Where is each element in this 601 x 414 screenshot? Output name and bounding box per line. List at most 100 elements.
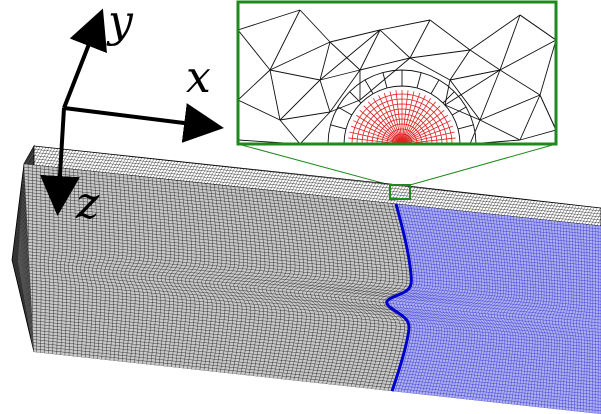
mesh-line	[395, 90, 403, 144]
mesh-line	[396, 206, 601, 230]
mesh-line	[24, 294, 408, 337]
mesh-line	[401, 114, 448, 144]
mesh-line	[410, 270, 601, 293]
mesh-line	[329, 99, 361, 113]
mesh-line	[410, 274, 601, 296]
mesh-line	[409, 264, 601, 286]
mesh-line	[401, 101, 436, 144]
mesh-line	[24, 226, 411, 269]
mesh-block	[11, 144, 601, 414]
mesh-line	[24, 307, 405, 349]
mesh-line	[469, 14, 521, 51]
mesh-line	[407, 289, 601, 311]
mesh-line	[593, 207, 601, 226]
mesh-line	[401, 120, 451, 144]
mesh-line	[269, 9, 301, 71]
mesh-line	[24, 254, 399, 296]
z-axis-arrow	[39, 107, 80, 216]
mesh-line	[24, 263, 387, 304]
mesh-line	[392, 297, 601, 321]
mesh-line	[24, 244, 411, 287]
mesh-line	[410, 283, 601, 305]
zoom-connector-lines	[237, 143, 557, 186]
mesh-line	[404, 317, 601, 340]
mesh-line	[24, 223, 410, 266]
mesh-line	[430, 79, 440, 94]
mesh-line	[409, 286, 601, 308]
mesh-line	[416, 72, 422, 89]
inset-fine-mesh	[348, 90, 456, 144]
mesh-line	[24, 170, 398, 211]
mesh-line	[24, 328, 399, 371]
mesh-line	[444, 69, 501, 106]
mesh-line	[24, 291, 409, 334]
mesh-line	[499, 39, 556, 71]
mesh-line	[407, 339, 601, 361]
mesh-line	[238, 69, 271, 101]
mesh-line	[24, 229, 411, 272]
y-axis-arrow	[62, 8, 107, 109]
mesh-line	[405, 239, 601, 261]
mesh-line	[383, 92, 403, 144]
mesh-line	[24, 194, 405, 237]
mesh-line	[407, 251, 601, 274]
mesh-line	[401, 92, 421, 144]
mesh-line	[399, 366, 601, 390]
mesh-line	[519, 94, 541, 141]
mesh-line	[32, 148, 601, 212]
mesh-line	[372, 98, 403, 144]
inset-coarse-mesh	[238, 9, 556, 144]
mesh-line	[399, 216, 601, 239]
mesh-line	[452, 106, 467, 116]
mesh-line	[24, 219, 410, 262]
mesh-line	[401, 90, 409, 144]
mesh-line	[386, 302, 601, 327]
mesh-line	[449, 69, 501, 81]
mesh-line	[429, 19, 471, 51]
mesh-line	[24, 282, 409, 325]
mesh-line	[442, 91, 455, 104]
mesh-line	[444, 104, 481, 121]
mesh-line	[33, 146, 601, 209]
mesh-line	[24, 335, 398, 377]
mesh-line	[24, 179, 401, 221]
mesh-line	[395, 378, 601, 402]
mesh-line	[299, 9, 331, 43]
mesh-line	[382, 72, 388, 89]
mesh-line	[401, 125, 454, 144]
mesh-line	[404, 351, 601, 374]
mesh-line	[24, 272, 400, 314]
mesh-line	[350, 125, 403, 144]
mesh-line	[359, 29, 381, 71]
mesh-line	[24, 176, 400, 218]
axes-triad: y x z	[39, 0, 224, 229]
mesh-line	[24, 191, 404, 234]
mesh-line	[319, 29, 381, 81]
mesh-line	[407, 248, 601, 271]
mesh-line	[408, 330, 601, 352]
mesh-line	[408, 255, 601, 277]
x-axis-arrow	[63, 103, 224, 143]
mesh-line	[319, 79, 331, 113]
mesh-line	[24, 241, 412, 284]
mesh-line	[396, 375, 601, 399]
mesh-line	[401, 226, 601, 249]
mesh-line	[24, 201, 406, 243]
mesh-line	[399, 313, 601, 336]
mesh-line	[269, 41, 331, 71]
mesh-line	[356, 114, 403, 144]
mesh-line	[24, 257, 393, 298]
mesh-line	[238, 9, 301, 31]
mesh-line	[378, 95, 403, 144]
mesh-line	[24, 251, 404, 293]
solid-region-grid	[24, 164, 412, 392]
mesh-line	[24, 310, 405, 353]
mesh-line	[24, 325, 400, 368]
mesh-line	[24, 341, 396, 383]
mesh-line	[24, 266, 390, 307]
mesh-line	[18, 250, 34, 332]
mesh-line	[359, 57, 411, 71]
mesh-line	[410, 267, 601, 289]
mesh-line	[24, 238, 412, 281]
mesh-line	[363, 105, 403, 144]
